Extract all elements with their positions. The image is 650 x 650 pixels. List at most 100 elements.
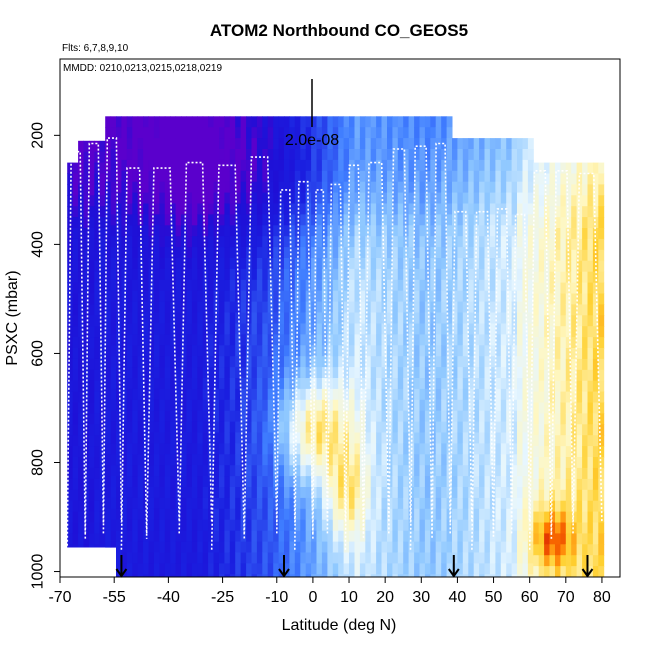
heatmap-cell (462, 487, 469, 499)
heatmap-cell (376, 541, 382, 553)
heatmap-cell (72, 217, 79, 229)
heatmap-cell (349, 203, 355, 215)
heatmap-cell (332, 497, 339, 510)
heatmap-cell (370, 247, 377, 259)
heatmap-cell (511, 497, 518, 510)
heatmap-cell (527, 552, 534, 564)
heatmap-cell (273, 508, 280, 521)
heatmap-cell (164, 378, 171, 390)
heatmap-cell (414, 181, 420, 194)
heatmap-cell (452, 519, 458, 532)
heatmap-cell (181, 454, 187, 466)
heatmap-cell (105, 530, 112, 543)
heatmap-cell (137, 421, 144, 433)
heatmap-cell (213, 149, 220, 161)
heatmap-cell (403, 192, 410, 204)
heatmap-cell (452, 192, 458, 204)
heatmap-cell (262, 552, 269, 564)
heatmap-cell (392, 149, 399, 161)
heatmap-cell (208, 290, 214, 303)
heatmap-cell (576, 533, 583, 545)
heatmap-cell (327, 454, 334, 466)
heatmap-cell (517, 170, 523, 183)
heatmap-cell (311, 236, 317, 248)
heatmap-cell (560, 402, 567, 414)
heatmap-cell (533, 271, 540, 284)
heatmap-cell (533, 228, 540, 240)
heatmap-cell (392, 454, 399, 466)
heatmap-cell (197, 268, 204, 281)
heatmap-cell (235, 563, 242, 575)
heatmap-cell (403, 465, 410, 477)
heatmap-cell (159, 149, 166, 161)
heatmap-cell (381, 181, 388, 194)
heatmap-cell (446, 345, 453, 357)
heatmap-cell (229, 290, 236, 303)
heatmap-cell (197, 192, 204, 204)
heatmap-cell (229, 268, 236, 281)
heatmap-cell (88, 206, 95, 218)
heatmap-cell (186, 170, 193, 183)
heatmap-cell (332, 563, 339, 575)
heatmap-cell (332, 138, 339, 150)
heatmap-cell (511, 410, 518, 423)
heatmap-cell (435, 508, 442, 521)
heatmap-cell (511, 399, 518, 412)
heatmap-cell (446, 334, 453, 346)
heatmap-cell (354, 541, 361, 553)
heatmap-cell (316, 421, 323, 433)
heatmap-cell (170, 236, 177, 248)
heatmap-cell (294, 508, 301, 521)
heatmap-cell (349, 290, 355, 303)
heatmap-cell (544, 162, 550, 174)
heatmap-cell (132, 465, 139, 477)
heatmap-cell (126, 279, 133, 292)
heatmap-cell (538, 358, 545, 371)
heatmap-cell (473, 225, 480, 237)
heatmap-cell (457, 443, 464, 455)
flights-label: Flts: 6,7,8,9,10 (62, 43, 129, 54)
heatmap-cell (414, 236, 420, 248)
heatmap-cell (137, 563, 144, 575)
heatmap-cell (99, 238, 106, 251)
heatmap-cell (489, 356, 496, 368)
heatmap-cell (489, 181, 496, 194)
heatmap-cell (349, 497, 355, 510)
heatmap-cell (571, 391, 578, 403)
heatmap-cell (67, 348, 74, 360)
heatmap-cell (332, 159, 339, 172)
heatmap-cell (495, 367, 502, 379)
heatmap-cell (153, 574, 160, 578)
heatmap-cell (240, 323, 247, 335)
heatmap-cell (479, 367, 485, 379)
heatmap-cell (500, 203, 507, 215)
heatmap-cell (560, 173, 567, 185)
heatmap-cell (278, 410, 285, 423)
heatmap-cell (349, 574, 355, 578)
heatmap-cell (555, 249, 561, 262)
heatmap-cell (311, 170, 317, 183)
heatmap-cell (278, 214, 285, 226)
heatmap-cell (484, 476, 491, 488)
heatmap-cell (495, 497, 502, 510)
heatmap-cell (229, 487, 236, 499)
heatmap-cell (527, 476, 534, 488)
heatmap-cell (83, 348, 90, 360)
heatmap-cell (332, 421, 339, 433)
heatmap-cell (181, 127, 187, 139)
heatmap-cell (587, 173, 594, 185)
heatmap-cell (582, 533, 588, 545)
heatmap-cell (316, 541, 323, 553)
heatmap-cell (148, 214, 155, 226)
heatmap-cell (446, 356, 453, 368)
heatmap-cell (278, 552, 285, 564)
heatmap-cell (538, 457, 545, 469)
heatmap-cell (213, 399, 220, 412)
heatmap-cell (72, 467, 79, 480)
heatmap-cell (452, 563, 458, 575)
heatmap-cell (213, 497, 220, 510)
heatmap-cell (560, 369, 567, 382)
heatmap-cell (132, 432, 139, 444)
heatmap-cell (240, 258, 247, 270)
heatmap-cell (246, 268, 252, 281)
